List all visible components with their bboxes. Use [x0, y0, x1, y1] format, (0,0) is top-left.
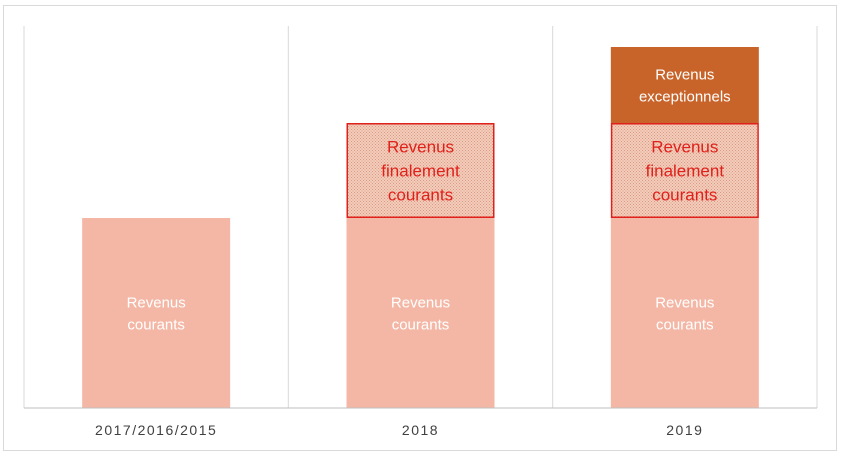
bar-segment [610, 123, 759, 218]
bar-segment [346, 123, 495, 218]
bar-segment-label: Revenus finalement courants [646, 137, 725, 204]
x-tick-label: 2018 [402, 422, 439, 438]
bar-segment-label: Revenus courants [127, 294, 186, 333]
bars-layer: Revenus courants Revenus courants Revenus fin… [82, 47, 759, 408]
bar-segment [346, 218, 495, 408]
x-tick-label: 2019 [666, 422, 703, 438]
bar-segment-label: Revenus finalement courants [381, 137, 460, 204]
bar-segment [610, 218, 759, 408]
x-axis: 2017/2016/2015 2018 2019 [24, 407, 817, 438]
bar-segment [82, 218, 231, 408]
bar-segment-label: Revenus courants [391, 294, 450, 333]
category-separators [23, 26, 818, 408]
bar-segment [610, 47, 759, 123]
bar-segment-label: Revenus courants [655, 294, 714, 333]
x-tick-label: 2017/2016/2015 [95, 422, 217, 438]
bar-segment-label: Revenus exceptionnels [639, 66, 731, 105]
